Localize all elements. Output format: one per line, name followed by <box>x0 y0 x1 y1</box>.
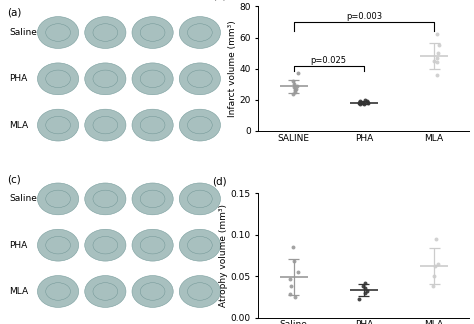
Text: (a): (a) <box>7 8 21 18</box>
Ellipse shape <box>37 229 79 261</box>
Point <box>291 88 299 93</box>
Point <box>361 280 368 285</box>
Text: (d): (d) <box>212 177 227 187</box>
Point <box>356 102 364 107</box>
Point <box>360 284 367 289</box>
Point <box>290 82 298 87</box>
Point <box>430 273 438 279</box>
Ellipse shape <box>179 229 220 261</box>
Point <box>432 236 440 241</box>
Point <box>359 100 366 106</box>
Point <box>356 99 364 104</box>
Point <box>433 55 441 60</box>
Ellipse shape <box>37 276 79 307</box>
Text: (c): (c) <box>7 174 21 184</box>
Point <box>294 83 301 88</box>
Point <box>290 259 298 264</box>
Point <box>364 100 372 106</box>
Ellipse shape <box>85 276 126 307</box>
Ellipse shape <box>37 63 79 95</box>
Y-axis label: Atrophy volume (mm³): Atrophy volume (mm³) <box>219 204 228 307</box>
Ellipse shape <box>85 183 126 215</box>
Text: PHA: PHA <box>9 74 28 83</box>
Point <box>431 263 439 269</box>
Point <box>435 43 443 48</box>
Point <box>434 60 441 65</box>
Ellipse shape <box>179 276 220 307</box>
Point <box>430 58 438 64</box>
Ellipse shape <box>37 17 79 48</box>
Point <box>294 269 302 274</box>
Ellipse shape <box>85 229 126 261</box>
Ellipse shape <box>132 183 173 215</box>
Point <box>289 91 297 96</box>
Point <box>356 297 363 302</box>
Ellipse shape <box>37 183 79 215</box>
Point <box>433 32 441 37</box>
Text: MLA: MLA <box>9 121 29 130</box>
Text: Saline: Saline <box>9 194 37 203</box>
Point <box>290 85 298 90</box>
Point <box>363 288 370 294</box>
Ellipse shape <box>37 109 79 141</box>
Ellipse shape <box>132 229 173 261</box>
Ellipse shape <box>132 276 173 307</box>
Point <box>286 292 294 297</box>
Point <box>363 99 371 104</box>
Text: MLA: MLA <box>9 287 29 296</box>
Ellipse shape <box>85 63 126 95</box>
Ellipse shape <box>179 63 220 95</box>
Point <box>286 277 293 282</box>
Ellipse shape <box>179 109 220 141</box>
Ellipse shape <box>132 63 173 95</box>
Point <box>361 97 368 102</box>
Point <box>361 286 369 291</box>
Point <box>435 261 442 266</box>
Text: Saline: Saline <box>9 28 37 37</box>
Point <box>429 284 437 289</box>
Point <box>434 51 442 56</box>
Point <box>433 72 441 77</box>
Point <box>289 78 297 84</box>
Point <box>289 244 297 249</box>
Point <box>292 86 300 91</box>
Ellipse shape <box>132 17 173 48</box>
Ellipse shape <box>85 109 126 141</box>
Text: p=0.025: p=0.025 <box>311 56 347 65</box>
Y-axis label: Infarct volume (mm³): Infarct volume (mm³) <box>228 20 237 117</box>
Point <box>288 284 295 289</box>
Point <box>291 294 299 299</box>
Point <box>356 100 363 106</box>
Point <box>360 102 368 107</box>
Text: PHA: PHA <box>9 241 28 250</box>
Ellipse shape <box>179 183 220 215</box>
Ellipse shape <box>132 109 173 141</box>
Text: p=0.003: p=0.003 <box>346 12 382 21</box>
Point <box>361 290 369 295</box>
Point <box>294 71 302 76</box>
Ellipse shape <box>85 17 126 48</box>
Point <box>291 89 299 95</box>
Ellipse shape <box>179 17 220 48</box>
